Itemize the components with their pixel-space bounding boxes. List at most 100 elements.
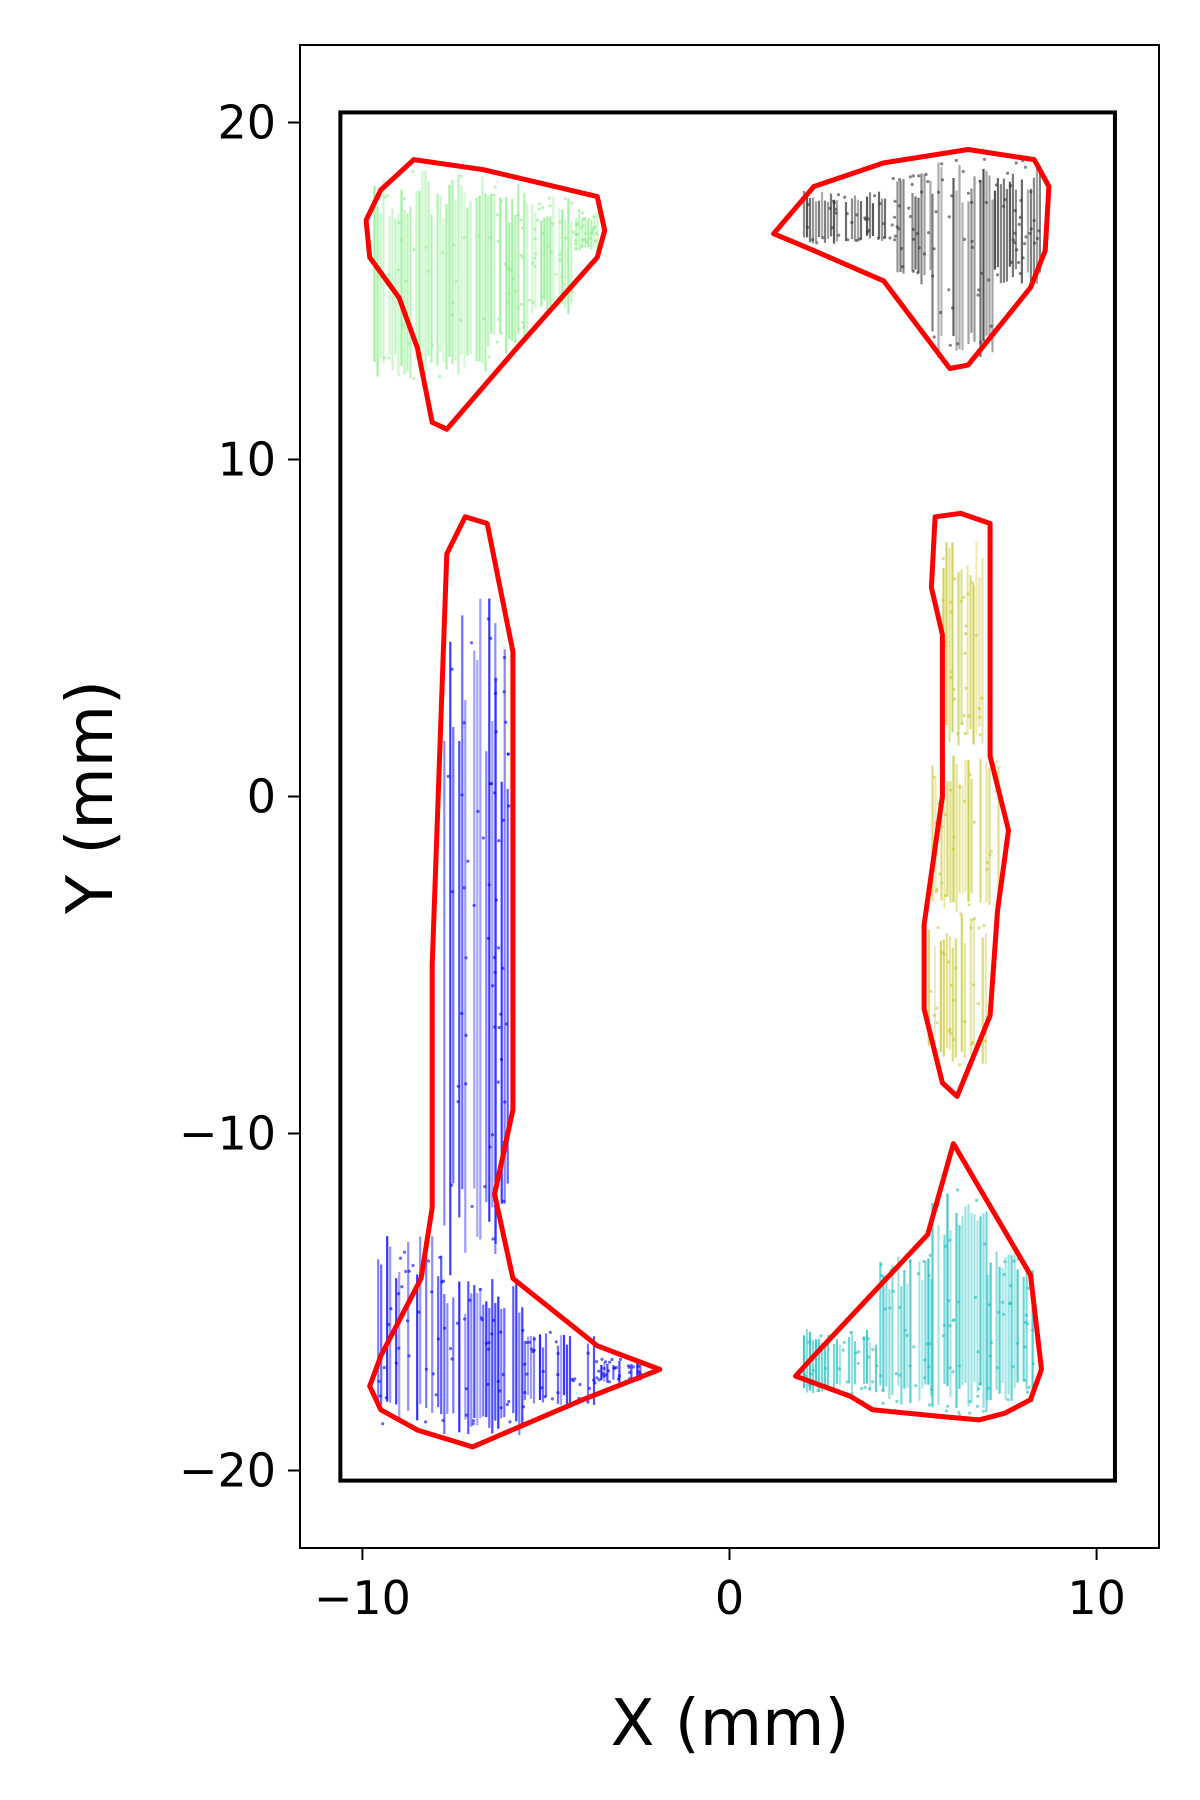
point — [493, 185, 497, 189]
point — [424, 245, 428, 249]
point — [471, 1422, 475, 1426]
point — [591, 230, 595, 234]
point — [488, 782, 492, 786]
point — [866, 1355, 870, 1359]
point — [430, 343, 434, 347]
point — [495, 340, 499, 344]
point — [1031, 1362, 1035, 1366]
point — [531, 1350, 535, 1354]
point — [503, 262, 507, 266]
point — [944, 1409, 949, 1413]
point — [989, 849, 994, 853]
point — [450, 313, 455, 317]
point-streak — [469, 201, 472, 355]
point — [963, 731, 967, 736]
point — [935, 1006, 939, 1010]
point — [522, 325, 526, 329]
point — [499, 1012, 503, 1016]
point — [1012, 1259, 1016, 1263]
point-streak — [811, 1339, 815, 1393]
point — [939, 310, 943, 315]
point — [1015, 1341, 1020, 1345]
point-streak — [900, 1286, 903, 1405]
point — [507, 804, 511, 808]
point — [580, 244, 584, 248]
point-streak — [491, 1279, 494, 1434]
point — [908, 214, 913, 219]
point-streak — [988, 175, 991, 339]
point-streak — [817, 200, 821, 238]
point-streak — [939, 941, 942, 1053]
point — [456, 1100, 460, 1104]
point-streak — [442, 217, 445, 363]
point — [593, 225, 597, 229]
point — [871, 1380, 875, 1384]
point-streak — [1029, 188, 1032, 283]
point — [397, 221, 401, 225]
point — [966, 191, 971, 195]
point-streak — [561, 209, 564, 304]
point — [608, 1360, 612, 1364]
point-streak — [984, 933, 987, 1064]
point — [916, 271, 920, 275]
point-streak — [897, 1256, 900, 1387]
point-streak — [985, 170, 988, 336]
point-streak — [981, 937, 984, 1064]
point-streak — [982, 168, 985, 342]
point-streak — [917, 197, 920, 273]
point-streak — [449, 641, 452, 1276]
point — [498, 1389, 502, 1393]
point-streak — [377, 1259, 380, 1407]
point — [464, 1413, 469, 1417]
point — [602, 1366, 606, 1371]
point-streak — [506, 788, 509, 1184]
point-streak — [448, 184, 451, 357]
point-streak — [832, 1344, 836, 1391]
point — [574, 232, 578, 236]
point — [574, 223, 578, 227]
point-streak — [630, 1364, 633, 1383]
point — [402, 197, 406, 201]
point — [970, 239, 974, 243]
point — [412, 376, 416, 381]
point — [957, 1364, 962, 1368]
point-streak — [958, 1225, 961, 1389]
point-streak — [445, 204, 448, 370]
point — [456, 1084, 460, 1088]
point — [470, 641, 474, 645]
point — [595, 1376, 599, 1380]
point — [491, 1237, 495, 1241]
point — [996, 1366, 1000, 1370]
point — [832, 201, 836, 205]
point — [873, 194, 877, 198]
point — [940, 162, 944, 166]
point-streak — [1011, 173, 1014, 278]
point — [866, 1337, 870, 1341]
point — [610, 1357, 614, 1362]
point — [928, 1253, 932, 1257]
point — [542, 294, 546, 298]
point — [936, 925, 940, 930]
point-streak — [570, 222, 573, 303]
point — [601, 1372, 605, 1376]
point-streak — [386, 1236, 389, 1402]
point — [586, 1400, 590, 1404]
point — [1032, 218, 1036, 223]
point — [592, 1378, 596, 1382]
point — [819, 1334, 823, 1338]
point — [923, 1376, 927, 1380]
point — [1030, 1328, 1035, 1332]
point — [978, 179, 982, 183]
point-streak — [991, 199, 994, 353]
point — [927, 1365, 931, 1369]
point — [460, 1011, 464, 1016]
point — [947, 215, 951, 219]
point — [905, 1333, 909, 1337]
point — [947, 288, 951, 292]
point-streak — [485, 1301, 488, 1417]
point-streak — [933, 945, 936, 1045]
point — [481, 836, 485, 840]
point — [490, 1133, 495, 1137]
point-streak — [868, 192, 872, 239]
